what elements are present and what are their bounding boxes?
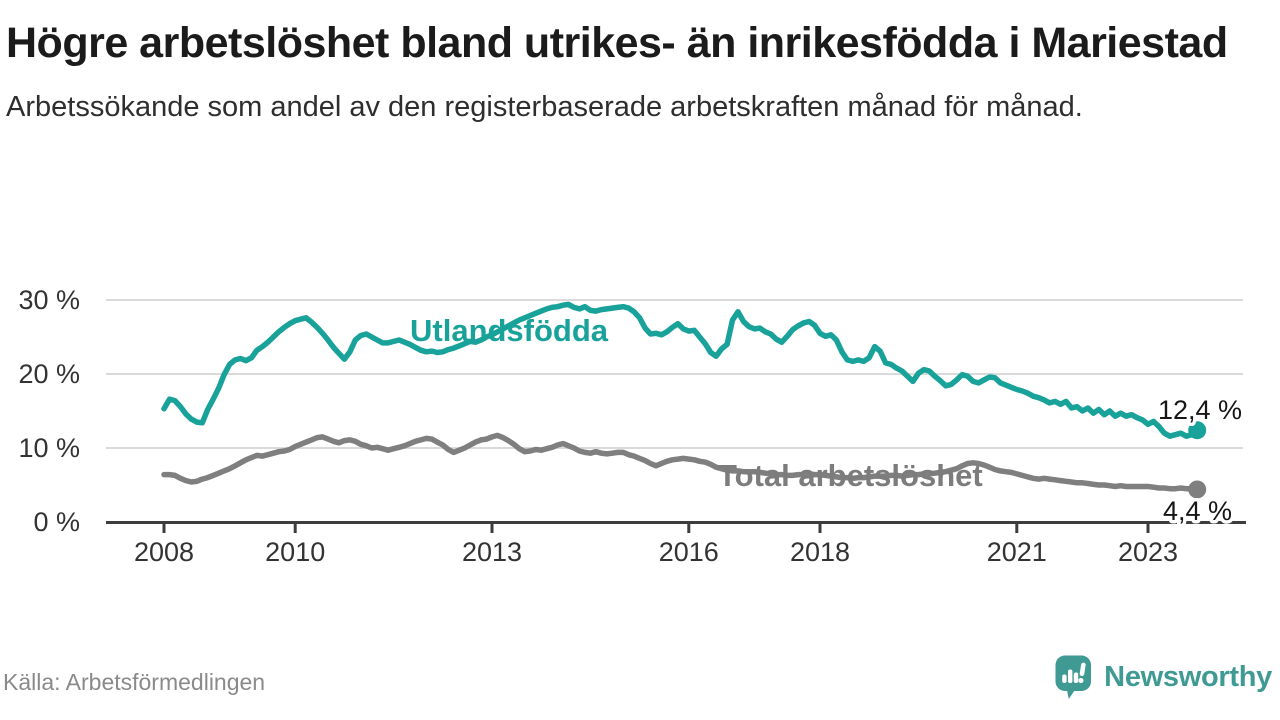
x-tick-label-2021: 2021: [987, 537, 1047, 567]
series-label-total: Total arbetslöshet: [718, 458, 983, 493]
series-end-dot-utlandsfodda: [1188, 421, 1207, 440]
logo-exclamation: [1078, 662, 1086, 684]
end-value-label-total: 4,4 %: [1163, 496, 1232, 526]
logo-bar-2: [1068, 669, 1073, 683]
x-tick-label-2018: 2018: [790, 537, 850, 567]
y-tick-label-0: 0 %: [33, 507, 80, 537]
line-chart: 2008 2010 2013 2016 2018 2021 2023 30 % 20 % 10 %…: [18, 285, 1246, 567]
footer: Källa: Arbetsförmedlingen Newsworthy: [0, 648, 1280, 720]
x-tick-label-2008: 2008: [134, 537, 194, 567]
y-tick-label-30: 30 %: [18, 285, 80, 315]
newsworthy-logo-icon: [1055, 655, 1092, 699]
series-line-utlandsfodda: [161, 301, 1200, 439]
end-value-label-utlandsfodda: 12,4 %: [1158, 395, 1242, 425]
chart-title: Högre arbetslöshet bland utrikes- än inr…: [6, 19, 1228, 67]
series-end-dot-total: [1188, 480, 1207, 499]
brand-name: Newsworthy: [1104, 661, 1272, 693]
logo-bar-3: [1073, 672, 1079, 683]
x-tick-label-2016: 2016: [659, 537, 719, 567]
header: Högre arbetslöshet bland utrikes- än inr…: [0, 0, 1280, 128]
series-label-utlandsfodda: Utlandsfödda: [410, 313, 609, 348]
source-note: Källa: Arbetsförmedlingen: [3, 669, 266, 695]
x-tick-label-2023: 2023: [1118, 537, 1178, 567]
y-tick-label-10: 10 %: [18, 433, 80, 463]
chart-subtitle: Arbetssökande som andel av den registerb…: [6, 91, 1083, 123]
x-tick-label-2010: 2010: [265, 537, 325, 567]
brand-lockup: Newsworthy: [1055, 655, 1272, 700]
y-tick-label-20: 20 %: [18, 359, 80, 389]
logo-bar-1: [1062, 674, 1067, 683]
series-line-total: [161, 432, 1200, 493]
x-tick-label-2013: 2013: [462, 537, 522, 567]
